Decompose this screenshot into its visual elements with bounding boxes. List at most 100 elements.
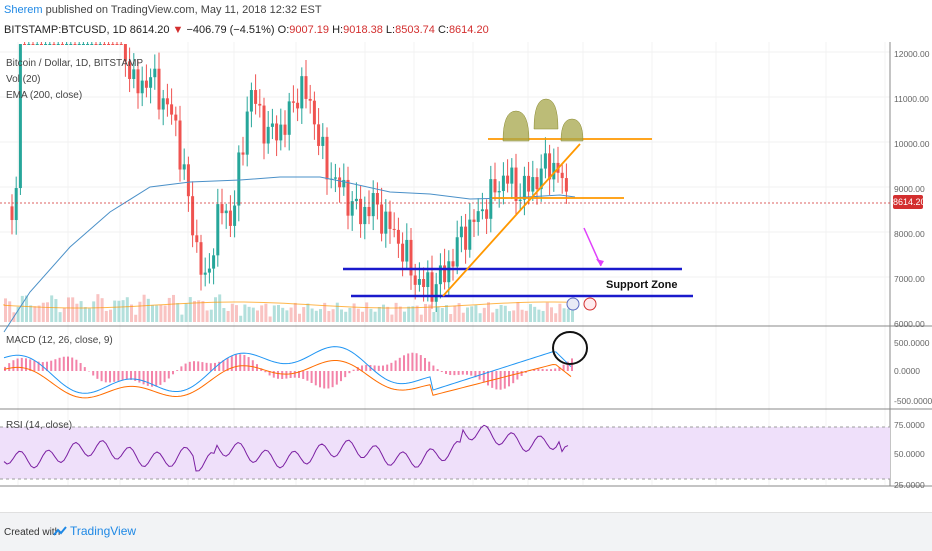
close-label: C: (438, 24, 449, 36)
macd-histogram-bar (378, 366, 380, 371)
candle-body (393, 229, 396, 230)
macd-histogram-bar (504, 371, 506, 389)
volume-bar (546, 303, 549, 322)
macd-histogram-bar (252, 360, 254, 371)
candle-body (422, 279, 425, 287)
volume-bar (529, 304, 532, 322)
candle-body (242, 152, 245, 154)
tradingview-logo-icon (53, 525, 67, 539)
tradingview-brand-link[interactable]: TradingView (70, 524, 136, 538)
macd-histogram-bar (210, 363, 212, 371)
volume-bar (46, 302, 49, 322)
candle-body (506, 176, 509, 184)
macd-histogram-bar (12, 360, 14, 371)
macd-histogram-bar (323, 371, 325, 388)
candle-body (137, 69, 140, 93)
volume-bar (113, 301, 116, 322)
high-value: 9018.38 (343, 24, 383, 36)
volume-bar (508, 311, 511, 322)
macd-histogram-bar (428, 362, 430, 371)
macd-histogram-bar (500, 371, 502, 390)
author-link[interactable]: Sherem (4, 4, 43, 16)
macd-histogram-bar (180, 366, 182, 371)
candle-body (523, 176, 526, 200)
volume-bar (306, 304, 309, 322)
volume-bar (315, 311, 318, 322)
chart-canvas[interactable]: 12000.0011000.0010000.009000.008000.0070… (0, 42, 932, 494)
candle-body (208, 269, 211, 273)
macd-histogram-bar (231, 356, 233, 371)
support-zone-label: Support Zone (606, 279, 678, 291)
rsi-band (0, 427, 890, 479)
macd-histogram-bar (441, 371, 443, 372)
volume-bar (382, 305, 385, 322)
macd-histogram-bar (424, 358, 426, 371)
volume-bar (445, 305, 448, 322)
candle-body (111, 44, 114, 45)
candle-body (338, 177, 341, 187)
macd-histogram-bar (193, 361, 195, 371)
macd-histogram-bar (143, 371, 145, 384)
candle-body (288, 101, 291, 134)
volume-bar (21, 296, 24, 322)
publish-info: published on TradingView.com, May 11, 20… (43, 4, 322, 16)
volume-legend: Vol (20) (6, 74, 40, 85)
candle-body (460, 227, 463, 238)
last-price-tag: 8614.20 (893, 195, 923, 209)
volume-bar (504, 306, 507, 322)
macd-histogram-bar (462, 371, 464, 375)
macd-histogram-bar (105, 371, 107, 382)
macd-histogram-bar (235, 355, 237, 371)
macd-histogram-bar (302, 371, 304, 379)
macd-axis-label: 500.0000 (894, 338, 930, 348)
volume-bar (269, 316, 272, 322)
macd-histogram-bar (281, 371, 283, 379)
volume-bar (554, 313, 557, 322)
macd-histogram-bar (395, 360, 397, 371)
candle-body (372, 193, 375, 216)
candle-body (536, 177, 539, 189)
created-with-label: Created with (4, 527, 60, 538)
volume-bar (374, 312, 377, 322)
candle-body (74, 44, 77, 45)
volume-bar (80, 301, 83, 322)
candle-body (305, 76, 308, 99)
volume-bar (285, 310, 288, 322)
candle-body (464, 227, 467, 250)
volume-bar (155, 305, 158, 322)
macd-histogram-bar (458, 371, 460, 375)
volume-bar (483, 308, 486, 322)
candle-body (116, 44, 119, 45)
candle-body (258, 104, 261, 106)
macd-histogram-bar (113, 371, 115, 382)
macd-histogram-bar (306, 371, 308, 381)
high-label: H: (332, 24, 343, 36)
candle-body (82, 44, 85, 45)
candle-body (456, 237, 459, 266)
macd-histogram-bar (138, 371, 140, 383)
candle-body (300, 76, 303, 108)
candle-body (48, 44, 51, 45)
candle-body (95, 44, 98, 45)
candle-body (233, 206, 236, 226)
candle-body (334, 177, 337, 178)
macd-histogram-bar (147, 371, 149, 386)
volume-bar (4, 298, 7, 322)
candle-body (191, 196, 194, 235)
macd-crossover-circle (553, 332, 587, 364)
macd-histogram-bar (277, 371, 279, 379)
volume-bar (332, 309, 335, 322)
macd-histogram-bar (315, 371, 317, 385)
open-label: O: (278, 24, 290, 36)
candle-body (107, 44, 110, 45)
macd-histogram-bar (248, 357, 250, 371)
volume-bar (340, 310, 343, 322)
macd-axis-label: -500.0000 (894, 396, 932, 406)
macd-histogram-bar (445, 371, 447, 374)
volume-bar (189, 297, 192, 322)
macd-histogram-bar (59, 358, 61, 371)
volume-bar (256, 310, 259, 322)
candle-body (296, 103, 299, 109)
macd-histogram-bar (554, 368, 556, 371)
